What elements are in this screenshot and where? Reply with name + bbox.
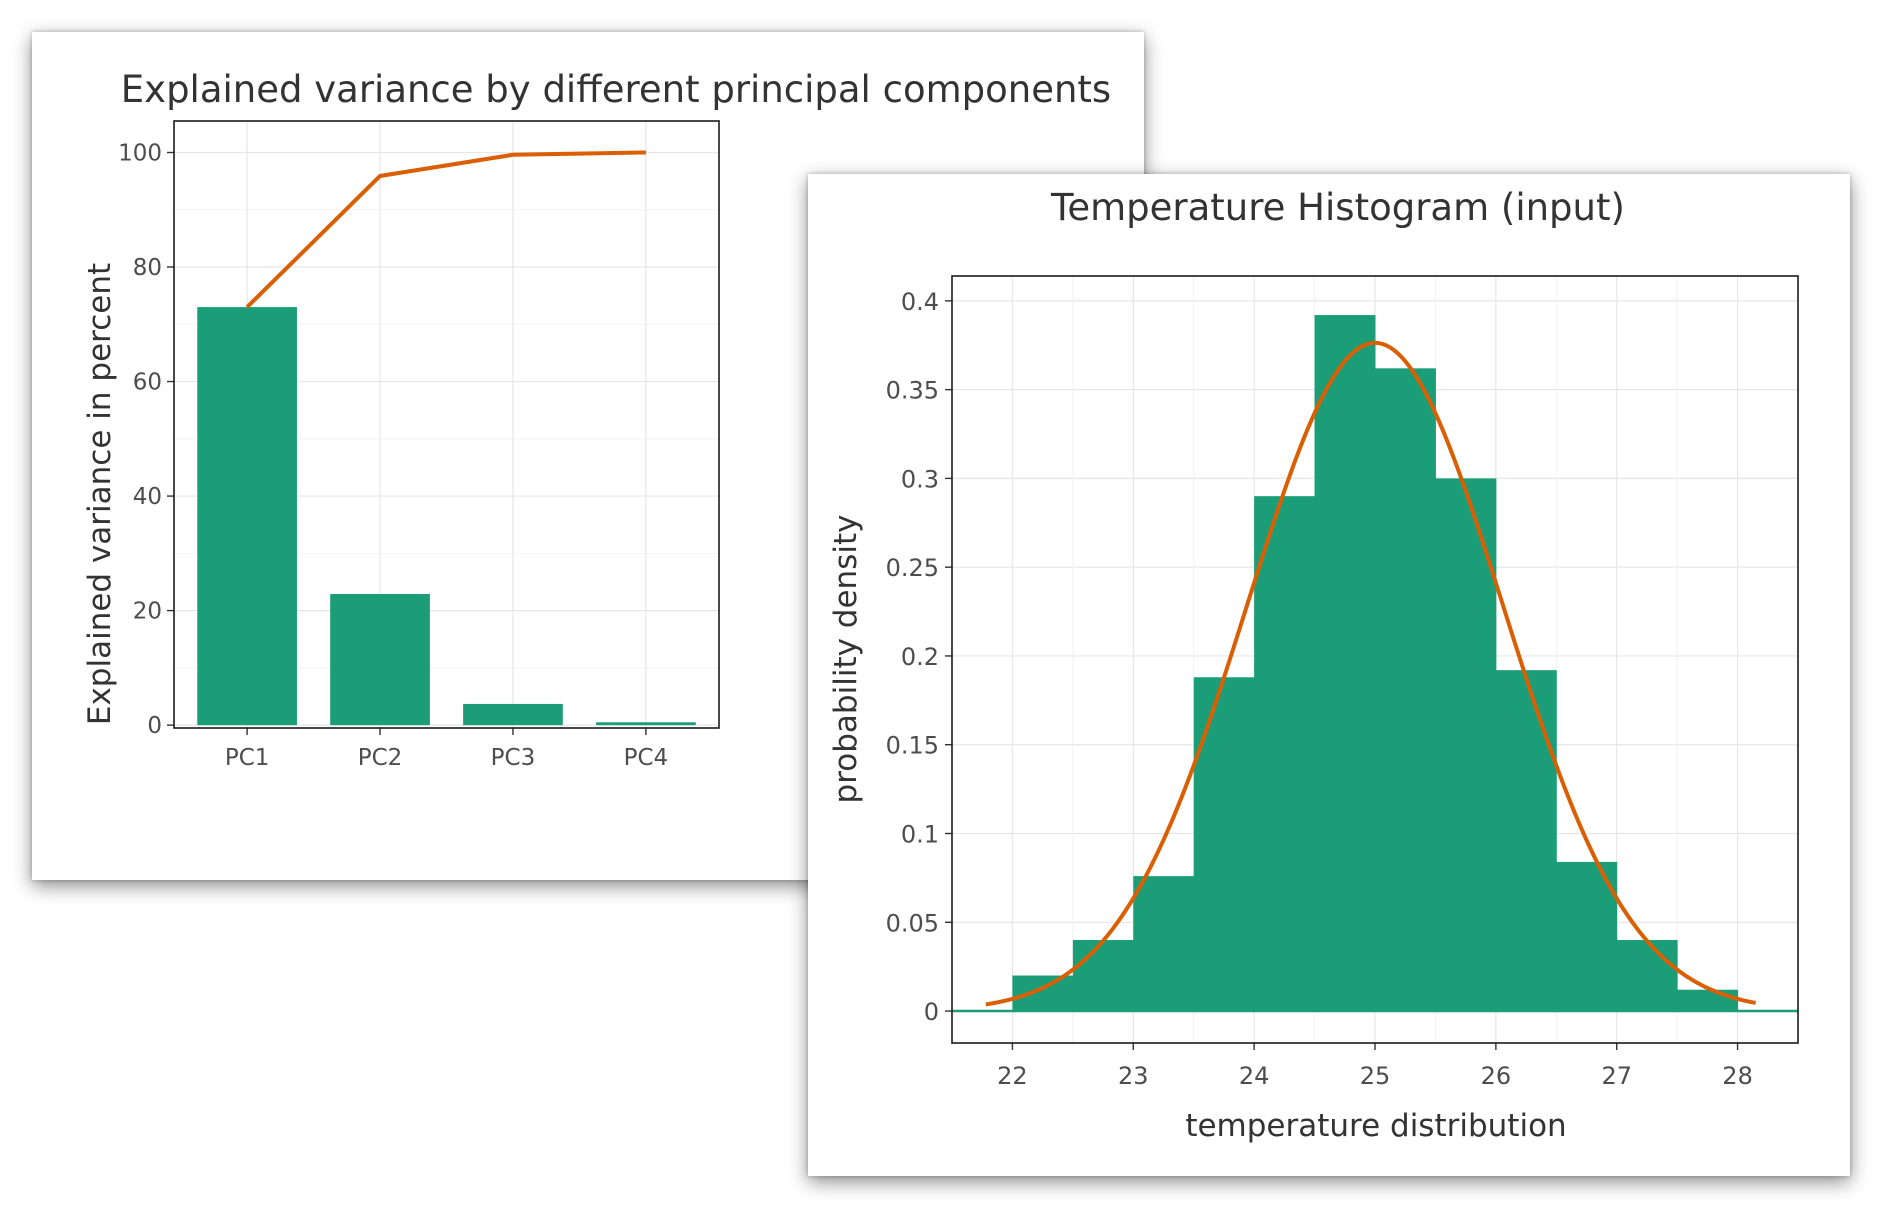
pca-y-tick-label: 20	[133, 599, 162, 625]
histogram-bar	[1495, 670, 1557, 1012]
histogram-bar	[1616, 940, 1678, 1012]
pca-y-tick-label: 0	[147, 713, 162, 739]
pca-y-tick-label: 40	[133, 484, 162, 510]
histogram-y-tick-label: 0.2	[901, 643, 939, 671]
histogram-chart-panel: Temperature Histogram (input) probabilit…	[808, 174, 1850, 1176]
histogram-y-tick-label: 0.4	[901, 288, 939, 316]
histogram-x-tick-label: 23	[1118, 1062, 1149, 1090]
histogram-plot-frame	[951, 275, 1799, 1044]
histogram-y-tick-label: 0.35	[886, 377, 939, 405]
pca-bar-pc2	[330, 594, 430, 726]
histogram-y-tick-label: 0.3	[901, 465, 939, 493]
pca-cumulative-line	[245, 150, 646, 309]
histogram-density-curve	[985, 340, 1757, 1007]
histogram-bar	[1012, 975, 1074, 1012]
pca-cumulative-variance-line	[245, 150, 646, 309]
histogram-bars	[1012, 315, 1739, 1012]
histogram-bar	[1375, 368, 1436, 1012]
pca-bar-pc1	[197, 307, 297, 726]
histogram-chart-title: Temperature Histogram (input)	[1050, 186, 1625, 229]
histogram-y-tick-label: 0	[924, 998, 939, 1026]
pca-x-ticks: PC1 PC2 PC3 PC4	[225, 728, 668, 771]
pca-bars	[197, 307, 696, 726]
pca-x-tick-label: PC1	[225, 745, 270, 771]
histogram-bar	[1254, 496, 1316, 1012]
pca-y-tick-label: 60	[133, 370, 162, 396]
histogram-bar	[1556, 861, 1618, 1012]
pca-y-tick-label: 80	[133, 255, 162, 281]
histogram-x-axis-title: temperature distribution	[1185, 1108, 1566, 1144]
histogram-x-tick-label: 28	[1722, 1062, 1753, 1090]
histogram-bar	[1072, 940, 1134, 1012]
pca-y-axis-title: Explained variance in percent	[82, 263, 118, 725]
normal-density-curve	[985, 340, 1757, 1007]
histogram-y-ticks: 0 0.05 0.1 0.15 0.2 0.25 0.3 0.35 0.4	[886, 288, 952, 1026]
histogram-x-tick-label: 24	[1239, 1062, 1270, 1090]
histogram-bar	[1314, 315, 1376, 1012]
histogram-y-tick-label: 0.15	[886, 732, 939, 760]
pca-plot-frame	[173, 120, 720, 729]
histogram-x-tick-label: 26	[1481, 1062, 1512, 1090]
histogram-y-axis-title: probability density	[828, 515, 864, 804]
histogram-y-tick-label: 0.1	[901, 820, 939, 848]
histogram-x-ticks: 22 23 24 25 26 27 28	[997, 1043, 1753, 1090]
histogram-bar	[1677, 989, 1739, 1012]
histogram-bar	[1133, 876, 1195, 1012]
histogram-chart: Temperature Histogram (input) probabilit…	[828, 186, 1799, 1144]
pca-y-tick-label: 100	[118, 140, 162, 166]
pca-bar-pc3	[463, 703, 563, 726]
histogram-x-tick-label: 27	[1601, 1062, 1632, 1090]
pca-x-tick-label: PC4	[624, 745, 669, 771]
histogram-y-tick-label: 0.05	[886, 909, 939, 937]
pca-y-ticks: 0 20 40 60 80 100	[118, 140, 174, 739]
pca-x-tick-label: PC2	[358, 745, 403, 771]
histogram-bar	[1193, 677, 1255, 1012]
pca-chart-title: Explained variance by different principa…	[121, 68, 1111, 111]
histogram-x-tick-label: 22	[997, 1062, 1028, 1090]
histogram-y-tick-label: 0.25	[886, 554, 939, 582]
pca-x-tick-label: PC3	[491, 745, 536, 771]
pca-chart: Explained variance by different principa…	[82, 68, 1111, 771]
histogram-bar	[1435, 478, 1497, 1012]
histogram-x-tick-label: 25	[1360, 1062, 1391, 1090]
pca-bar-pc4	[596, 722, 696, 726]
